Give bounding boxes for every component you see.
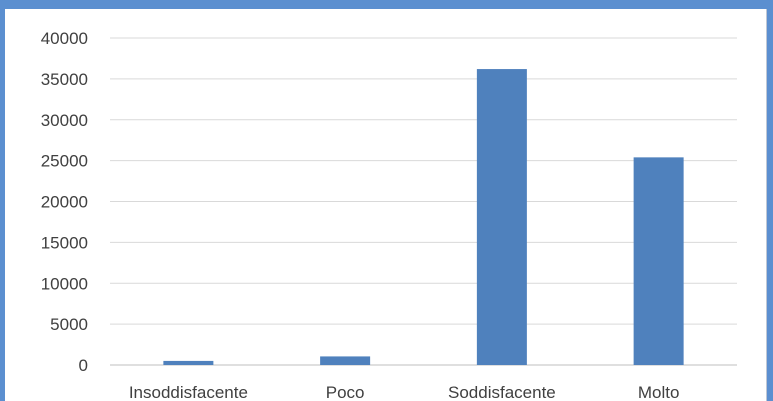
- bar: [476, 69, 527, 365]
- bar: [163, 360, 214, 365]
- gridlines: [110, 37, 737, 366]
- y-axis-ticks: 0 5000 10000 15000 20000 25000 30000 35000 40000: [41, 29, 88, 375]
- y-tick-label: 30000: [41, 111, 88, 130]
- y-tick-label: 10000: [41, 274, 88, 293]
- bar: [320, 356, 371, 365]
- x-tick-label: Molto: [638, 383, 680, 401]
- y-tick-label: 40000: [41, 29, 88, 48]
- bar: [633, 157, 684, 365]
- y-tick-label: 15000: [41, 233, 88, 252]
- bars: [163, 69, 684, 365]
- x-tick-label: Soddisfacente: [448, 383, 556, 401]
- panel-border: [766, 9, 767, 401]
- y-tick-label: 35000: [41, 70, 88, 89]
- y-tick-label: 0: [79, 356, 88, 375]
- x-tick-label: Insoddisfacente: [129, 383, 248, 401]
- y-tick-label: 5000: [50, 315, 88, 334]
- x-tick-label: Poco: [326, 383, 365, 401]
- y-tick-label: 25000: [41, 152, 88, 171]
- x-axis-ticks: Insoddisfacente Poco Soddisfacente Molto: [129, 383, 680, 401]
- y-tick-label: 20000: [41, 193, 88, 212]
